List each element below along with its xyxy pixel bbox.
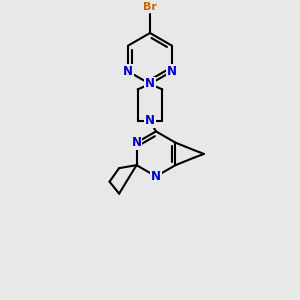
Text: N: N <box>123 65 133 78</box>
Text: N: N <box>145 114 155 128</box>
Text: Br: Br <box>143 2 157 12</box>
Text: N: N <box>167 65 177 78</box>
Text: N: N <box>131 136 142 149</box>
Text: N: N <box>145 77 155 91</box>
Text: N: N <box>151 170 161 183</box>
